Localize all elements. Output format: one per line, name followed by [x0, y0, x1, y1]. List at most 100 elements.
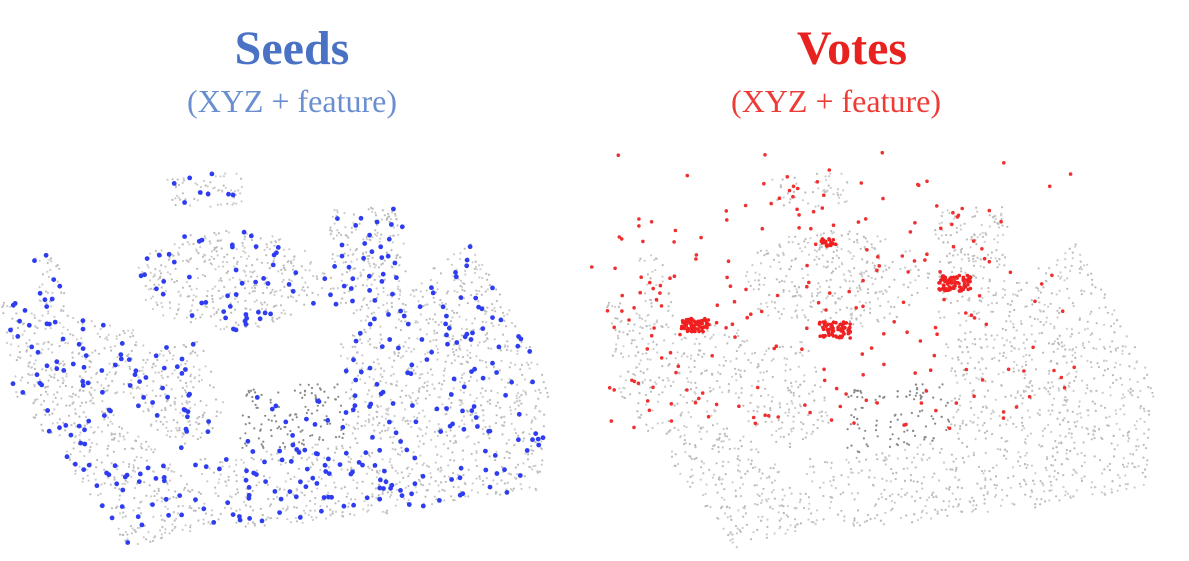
- cloud-point: [455, 311, 459, 314]
- cloud-point: [949, 468, 952, 471]
- cloud-point: [203, 275, 207, 278]
- cloud-point: [765, 249, 768, 252]
- cloud-point: [21, 333, 24, 336]
- cloud-point: [822, 189, 825, 192]
- cloud-point: [889, 480, 892, 483]
- seed-point: [118, 356, 124, 362]
- cloud-point: [708, 468, 711, 471]
- seed-point: [460, 408, 465, 414]
- cloud-point: [289, 313, 292, 316]
- cloud-point: [702, 352, 706, 355]
- cloud-point: [236, 263, 239, 266]
- cloud-point: [1052, 350, 1055, 353]
- cloud-point: [165, 426, 168, 429]
- seed-point: [457, 492, 463, 498]
- cloud-point: [1051, 403, 1054, 406]
- cloud-point: [928, 456, 931, 460]
- cloud-point: [273, 290, 276, 293]
- cloud-point: [522, 437, 526, 440]
- cloud-point: [286, 505, 289, 508]
- cloud-point: [992, 294, 995, 297]
- cloud-point: [758, 494, 761, 498]
- cloud-point: [320, 477, 323, 480]
- cloud-point: [876, 318, 879, 321]
- cloud-point: [124, 539, 127, 542]
- cloud-point: [954, 370, 957, 373]
- cloud-point: [392, 373, 395, 376]
- cloud-point: [436, 468, 440, 472]
- cloud-point: [360, 424, 363, 428]
- cloud-point: [375, 487, 378, 490]
- cloud-point: [1039, 480, 1042, 483]
- cloud-point: [113, 345, 117, 348]
- cloud-point: [154, 249, 157, 252]
- cloud-point: [244, 423, 247, 426]
- cloud-point: [984, 478, 987, 481]
- cloud-point: [181, 243, 184, 246]
- cloud-point: [333, 260, 337, 263]
- cloud-point: [840, 295, 844, 298]
- cloud-point: [934, 229, 937, 232]
- cloud-point: [1065, 448, 1068, 452]
- cloud-point: [990, 302, 994, 305]
- cloud-point: [315, 457, 318, 460]
- seed-point: [262, 459, 267, 465]
- cloud-point: [1144, 366, 1147, 369]
- cloud-point: [469, 375, 472, 378]
- cloud-point: [120, 427, 124, 430]
- cloud-point: [905, 457, 908, 460]
- cloud-point: [667, 420, 670, 423]
- cloud-point: [786, 386, 790, 389]
- cloud-point: [803, 314, 806, 317]
- cloud-point: [953, 424, 956, 427]
- cloud-point: [516, 392, 520, 395]
- seed-point: [244, 468, 249, 474]
- cloud-point: [334, 502, 337, 505]
- seed-point: [106, 472, 112, 478]
- seed-point: [166, 512, 172, 518]
- cloud-point: [341, 514, 344, 517]
- cloud-point: [329, 514, 332, 517]
- cloud-point: [365, 238, 368, 241]
- cloud-point: [470, 452, 473, 456]
- cloud-point: [93, 389, 96, 392]
- cloud-point: [272, 320, 275, 323]
- cloud-point: [794, 526, 797, 529]
- cloud-point: [227, 479, 230, 482]
- cloud-point: [394, 326, 397, 329]
- cloud-point: [1133, 424, 1136, 427]
- cloud-point: [450, 401, 453, 404]
- cloud-point: [1050, 464, 1053, 467]
- cloud-point: [46, 270, 49, 273]
- cloud-point: [484, 389, 487, 392]
- cloud-point: [534, 464, 537, 467]
- cloud-point: [320, 498, 324, 502]
- cloud-point: [245, 264, 248, 267]
- seed-point: [179, 371, 185, 376]
- cloud-point: [702, 426, 705, 429]
- cloud-point: [439, 481, 443, 484]
- cloud-point: [746, 270, 749, 274]
- cloud-point: [871, 483, 875, 486]
- cloud-point: [528, 346, 532, 349]
- cloud-point: [459, 362, 462, 365]
- cloud-point: [106, 373, 109, 376]
- cloud-point: [181, 504, 184, 508]
- cloud-point: [522, 389, 525, 392]
- cloud-point: [780, 517, 783, 520]
- cloud-point: [1081, 379, 1084, 382]
- cloud-point: [301, 429, 304, 432]
- cloud-point: [734, 489, 737, 492]
- cloud-point: [1123, 413, 1126, 416]
- cloud-point: [286, 260, 289, 264]
- cloud-point: [291, 457, 294, 460]
- cloud-point: [210, 250, 214, 253]
- cloud-point: [1041, 429, 1044, 432]
- cloud-point: [32, 402, 35, 405]
- seed-point: [398, 308, 403, 314]
- cloud-point: [229, 189, 233, 192]
- cloud-point: [265, 243, 268, 246]
- cloud-point: [2, 312, 5, 315]
- cloud-point: [157, 489, 160, 492]
- cloud-point: [876, 458, 879, 461]
